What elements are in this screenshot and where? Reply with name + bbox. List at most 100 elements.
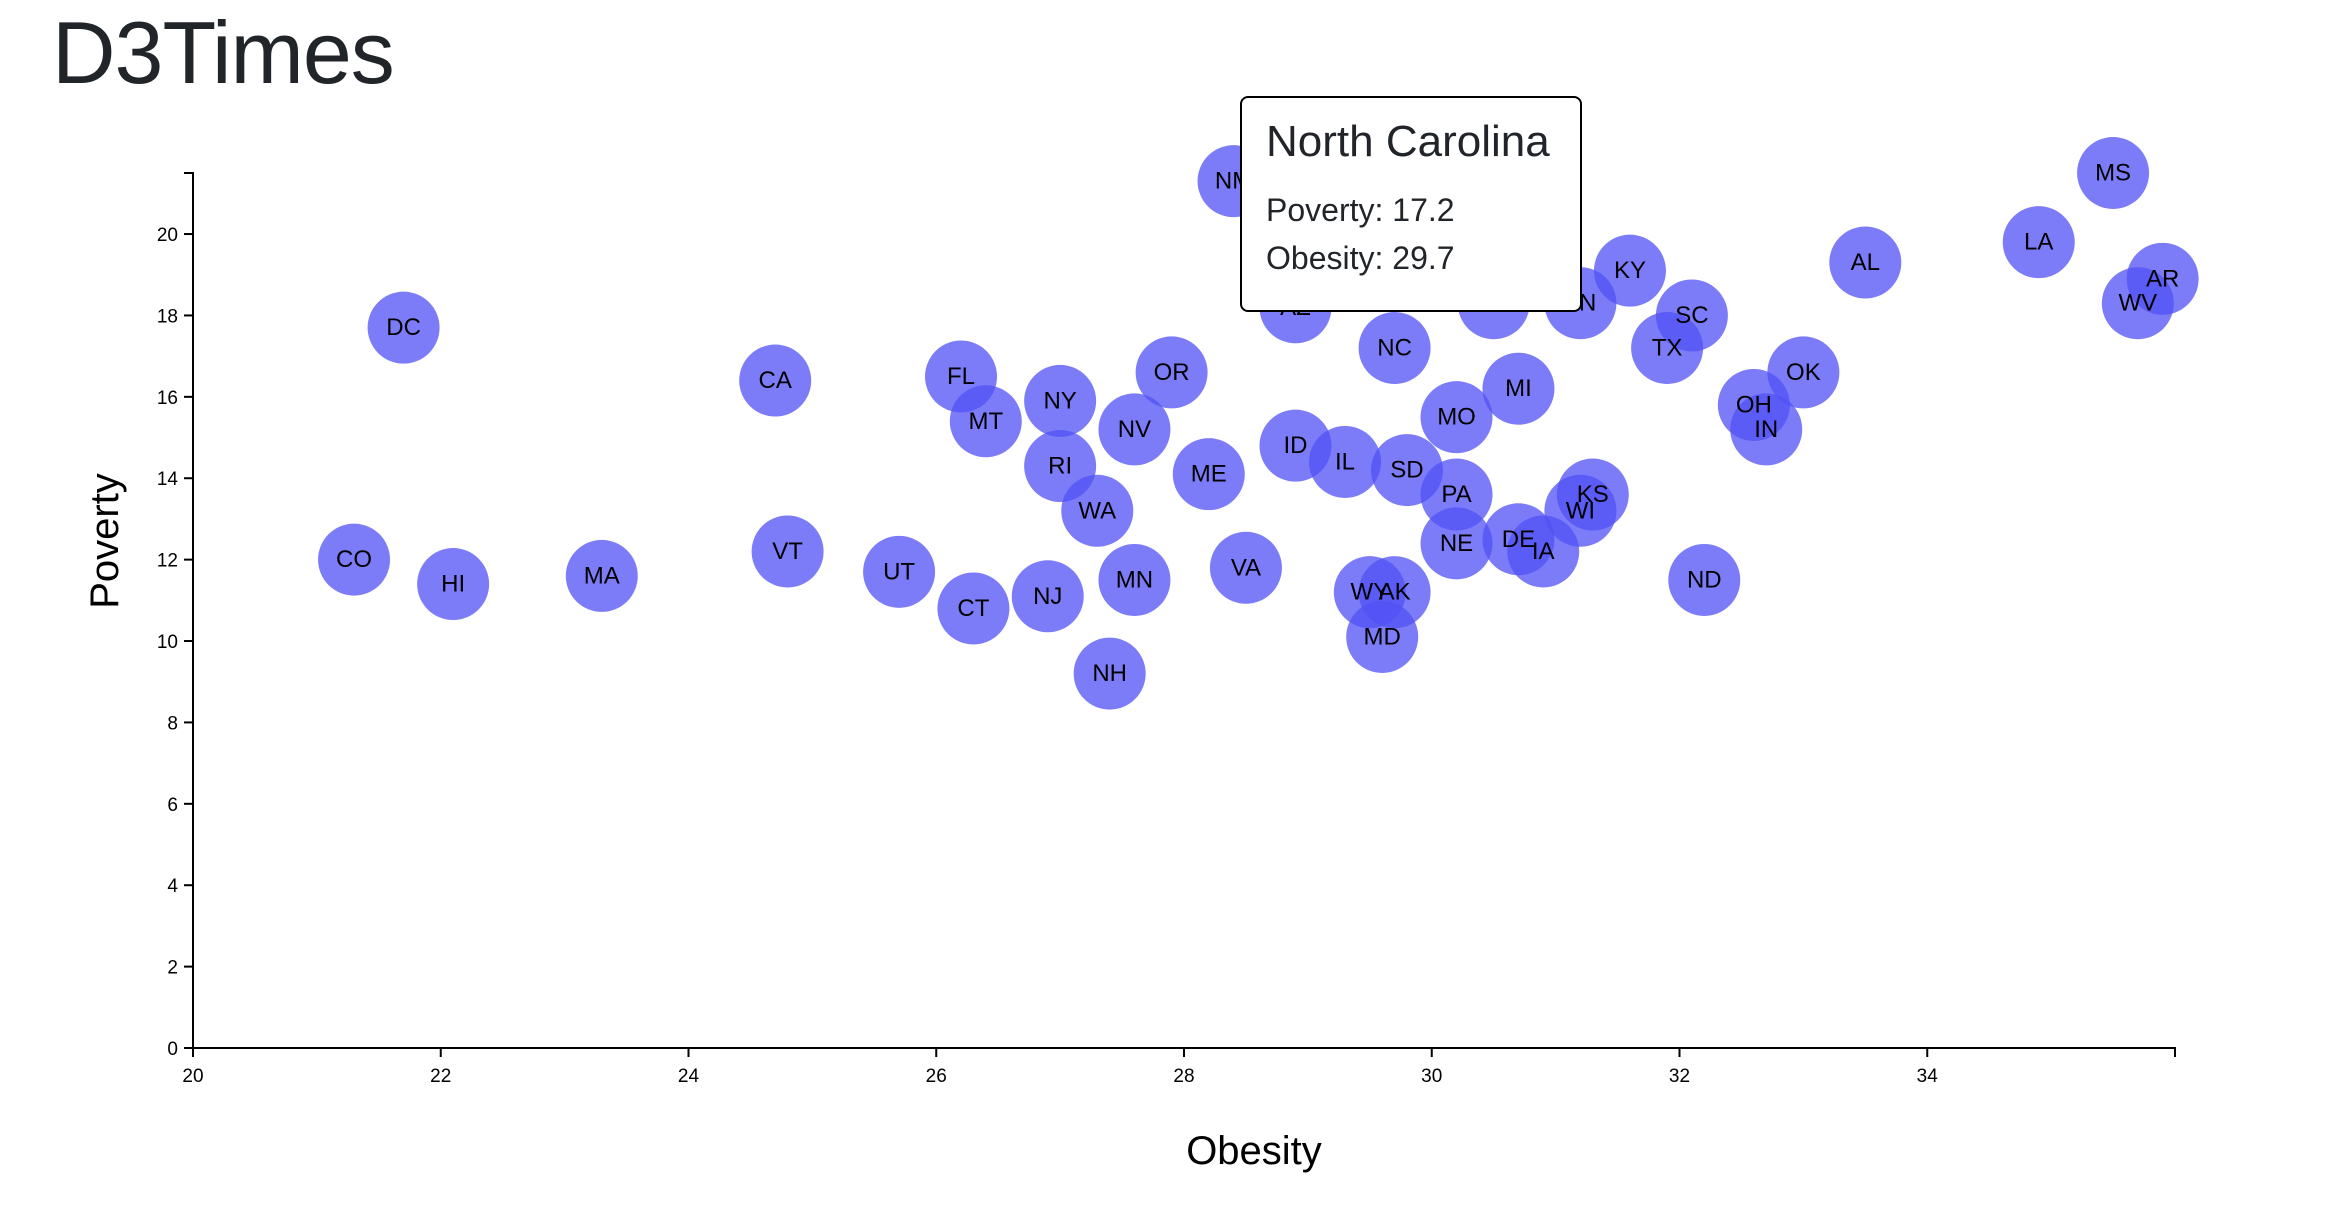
y-tick-label: 6 [167,795,178,816]
state-label: NY [1043,387,1076,414]
y-tick-label: 4 [167,876,178,897]
state-label: NE [1440,530,1473,557]
state-marker[interactable] [1098,393,1171,466]
tooltip-obesity-label: Obesity: [1266,240,1384,277]
state-marker[interactable] [1098,543,1171,616]
state-label: TX [1652,335,1683,362]
state-label: WA [1078,497,1116,524]
state-marker[interactable] [1309,425,1382,498]
state-marker[interactable] [1358,312,1431,384]
state-label: MD [1364,623,1401,650]
state-label: NV [1118,416,1151,443]
state-label: SC [1675,302,1708,329]
state-marker[interactable] [751,515,824,588]
state-label: CO [336,546,372,573]
state-label: WI [1566,497,1595,524]
x-tick-label: 22 [430,1066,451,1087]
state-label: IN [1754,416,1778,443]
state-label: MN [1116,566,1153,593]
state-marker[interactable] [1135,336,1208,409]
state-label: DC [386,314,421,341]
state-marker[interactable] [2101,267,2174,340]
state-marker[interactable] [1482,352,1555,425]
state-label: KY [1614,257,1646,284]
state-label: OK [1786,359,1821,386]
state-label: HI [441,571,465,598]
state-marker[interactable] [1011,560,1084,633]
state-marker[interactable] [367,291,440,364]
state-label: MS [2095,160,2131,187]
state-label: MA [584,562,620,589]
state-label: ND [1687,566,1722,593]
state-label: AL [1851,249,1880,276]
state-label: AK [1379,579,1411,606]
state-marker[interactable] [1346,600,1419,673]
y-tick-label: 0 [167,1039,178,1060]
state-marker[interactable] [565,539,638,612]
state-label: FL [947,363,975,390]
state-label: VA [1231,554,1261,581]
state-label: SD [1390,457,1423,484]
state-marker[interactable] [1730,393,1803,466]
state-marker[interactable] [1073,637,1146,710]
state-marker[interactable] [1172,438,1245,511]
state-marker[interactable] [1829,226,1902,299]
state-label: IL [1335,448,1355,475]
x-axis-title[interactable]: Obesity [1186,1129,1322,1173]
state-label: KS [1577,481,1609,508]
state-marker[interactable] [863,535,936,608]
state-label: DE [1502,526,1535,553]
y-axis-line [184,172,194,1049]
x-tick-label: 20 [182,1066,203,1087]
state-marker[interactable] [1507,515,1580,588]
state-label: MO [1437,404,1476,431]
state-marker[interactable] [1209,531,1282,604]
x-tick-label: 32 [1669,1066,1690,1087]
tooltip-obesity-value: 29.7 [1392,240,1455,277]
y-axis: 0 2 4 6 8 10 12 14 16 18 20 [157,172,194,1060]
state-marker[interactable] [1061,474,1134,547]
state-marker[interactable] [1420,381,1493,454]
state-label: NH [1092,660,1127,687]
state-marker[interactable] [937,572,1010,645]
state-marker[interactable] [1668,543,1741,616]
tooltip-poverty-value: 17.2 [1392,192,1455,229]
state-label: UT [883,558,915,585]
state-marker[interactable] [949,385,1022,458]
state-label: VT [772,538,803,565]
state-label: WY [1350,579,1389,606]
state-marker[interactable] [1631,312,1704,384]
state-marker[interactable] [417,548,490,621]
state-label: OR [1154,359,1190,386]
y-tick-label: 16 [157,388,178,409]
state-marker[interactable] [318,523,391,596]
tooltip-state-name: North Carolina [1266,117,1550,166]
tooltip-poverty-line: Poverty: 17.2 [1266,186,1556,234]
y-tick-label: 18 [157,306,178,327]
state-marker[interactable] [2002,206,2075,279]
state-label: CA [759,367,792,394]
state-label: MI [1505,375,1532,402]
state-label: MT [968,408,1003,435]
state-label: NC [1377,335,1412,362]
state-label: CT [957,595,989,622]
y-tick-label: 14 [157,469,179,490]
state-label: OH [1736,391,1772,418]
state-marker[interactable] [1420,507,1493,580]
y-tick-label: 2 [167,958,178,979]
state-label: ID [1283,432,1307,459]
state-tooltip: North Carolina Poverty: 17.2 Obesity: 29… [1240,96,1582,312]
x-tick-label: 26 [926,1066,947,1087]
y-tick-label: 20 [157,225,178,246]
state-label: PA [1441,481,1471,508]
state-marker[interactable] [1024,364,1097,437]
x-tick-label: 28 [1173,1066,1194,1087]
y-axis-title[interactable]: Poverty [83,473,127,609]
x-tick-label: 30 [1421,1066,1442,1087]
page-title: D3Times [52,3,395,102]
state-label: NJ [1033,583,1062,610]
x-tick-label: 24 [678,1066,700,1087]
tooltip-poverty-label: Poverty: [1266,192,1384,229]
state-marker[interactable] [739,344,812,417]
state-marker[interactable] [2077,137,2150,209]
